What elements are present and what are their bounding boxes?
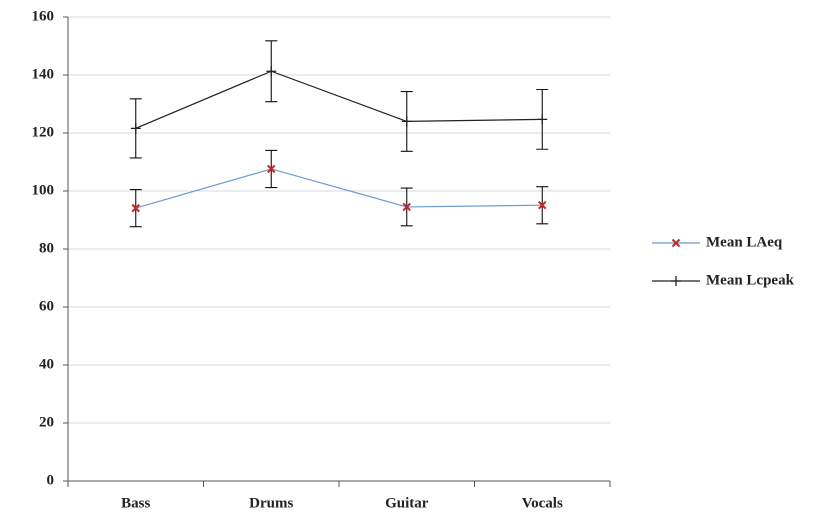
legend-label: Mean LAeq [706, 234, 783, 250]
y-tick-label: 160 [32, 8, 55, 24]
marker [267, 164, 276, 174]
x-tick-label: Guitar [385, 495, 429, 511]
y-tick-label: 140 [32, 66, 55, 82]
y-tick-label: 40 [39, 356, 54, 372]
y-tick-label: 80 [39, 240, 54, 256]
series-line [135, 70, 543, 129]
legend-marker [671, 276, 681, 286]
marker [537, 114, 548, 125]
y-tick-label: 60 [39, 298, 54, 314]
marker [538, 201, 547, 210]
marker [401, 116, 412, 127]
y-tick-label: 120 [32, 124, 55, 140]
legend-label: Mean Lcpeak [706, 272, 795, 288]
y-tick-label: 100 [32, 182, 55, 198]
x-tick-label: Vocals [522, 495, 563, 511]
marker [402, 202, 411, 212]
marker [266, 66, 277, 77]
x-tick-label: Drums [249, 495, 293, 511]
marker [130, 123, 141, 134]
marker [131, 203, 140, 213]
legend-marker [671, 238, 681, 248]
y-tick-label: 20 [39, 414, 54, 430]
x-tick-label: Bass [121, 495, 150, 511]
y-tick-label: 0 [47, 472, 55, 488]
series-line [135, 168, 543, 209]
